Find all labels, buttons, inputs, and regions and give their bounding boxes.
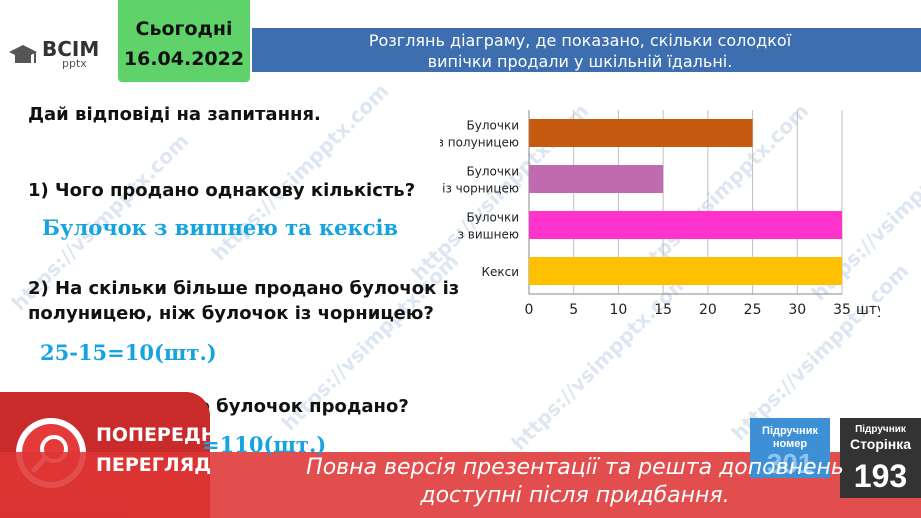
vsim-logo: ВСІМ pptx: [0, 35, 118, 75]
category-label: з полуницею: [440, 136, 519, 150]
x-tick-label: 15: [654, 302, 672, 318]
preview-label: ПОПЕРЕДНІЙ: [96, 424, 240, 446]
category-label: із чорницею: [442, 182, 519, 196]
category-label: з вишнею: [458, 228, 519, 242]
textbook-number-label: Підручник номер: [750, 425, 830, 451]
x-tick-label: 0: [525, 302, 534, 318]
textbook-page-value: 193: [853, 458, 908, 494]
bar: [529, 211, 842, 239]
answer-1: Булочок з вишнею та кексів: [42, 215, 399, 240]
header-line: Розглянь діаграму, де показано, скільки …: [368, 31, 792, 50]
bar: [529, 165, 664, 193]
question-2-line1: 2) На скільки більше продано булочок із: [28, 278, 460, 299]
category-label: Булочки: [467, 119, 519, 133]
bar: [529, 119, 753, 147]
logo-text: ВСІМ: [42, 37, 100, 61]
textbook-page-label: Сторінка: [849, 436, 912, 452]
header-text: Розглянь діаграму, де показано, скільки …: [350, 30, 810, 72]
x-tick-label: 5: [569, 302, 578, 318]
textbook-number-button[interactable]: Підручник номер 301: [750, 418, 830, 479]
question-1: 1) Чого продано однакову кількість?: [28, 180, 416, 201]
textbook-page-label: Підручник: [855, 424, 906, 435]
date-panel: Сьогодні 16.04.2022: [118, 0, 250, 82]
x-unit-label: штук: [856, 302, 880, 318]
header-line: випічки продали у шкільній їдальні.: [427, 52, 733, 71]
x-tick-label: 20: [699, 302, 717, 318]
bar: [529, 257, 842, 285]
textbook-page-button[interactable]: Підручник Сторінка 193: [840, 418, 921, 498]
category-label: Булочки: [467, 165, 519, 179]
banner-text: Повна версія презентації та решта доповн…: [230, 454, 920, 510]
x-tick-label: 25: [744, 302, 762, 318]
answer-3: =110(шт.): [202, 432, 327, 457]
question-2-line2: полуницею, ніж булочок із чорницею?: [28, 303, 434, 324]
task-title: Дай відповіді на запитання.: [28, 104, 321, 125]
x-tick-label: 30: [788, 302, 806, 318]
logo-subtext: pptx: [62, 57, 87, 70]
banner-line: Повна версія презентації та решта доповн…: [306, 455, 844, 480]
header-bar: [252, 28, 921, 72]
label-line: номер: [772, 438, 808, 450]
graduation-cap-icon: [9, 45, 37, 63]
date-label: Сьогодні: [135, 18, 233, 40]
preview-label: ПЕРЕГЛЯД: [96, 454, 212, 476]
answer-2: 25-15=10(шт.): [40, 340, 217, 365]
x-tick-label: 35: [833, 302, 851, 318]
x-tick-label: 10: [610, 302, 628, 318]
date-value: 16.04.2022: [123, 48, 245, 70]
category-label: Кекси: [481, 265, 519, 279]
banner-line: доступні після придбання.: [420, 483, 730, 508]
category-label: Булочки: [467, 211, 519, 225]
textbook-number-value: 301: [766, 448, 814, 479]
bar-chart: 0 5 10 15 20 25 30 35 штук Булочки з полуницею Було…: [440, 110, 880, 318]
label-line: Підручник: [762, 425, 818, 437]
